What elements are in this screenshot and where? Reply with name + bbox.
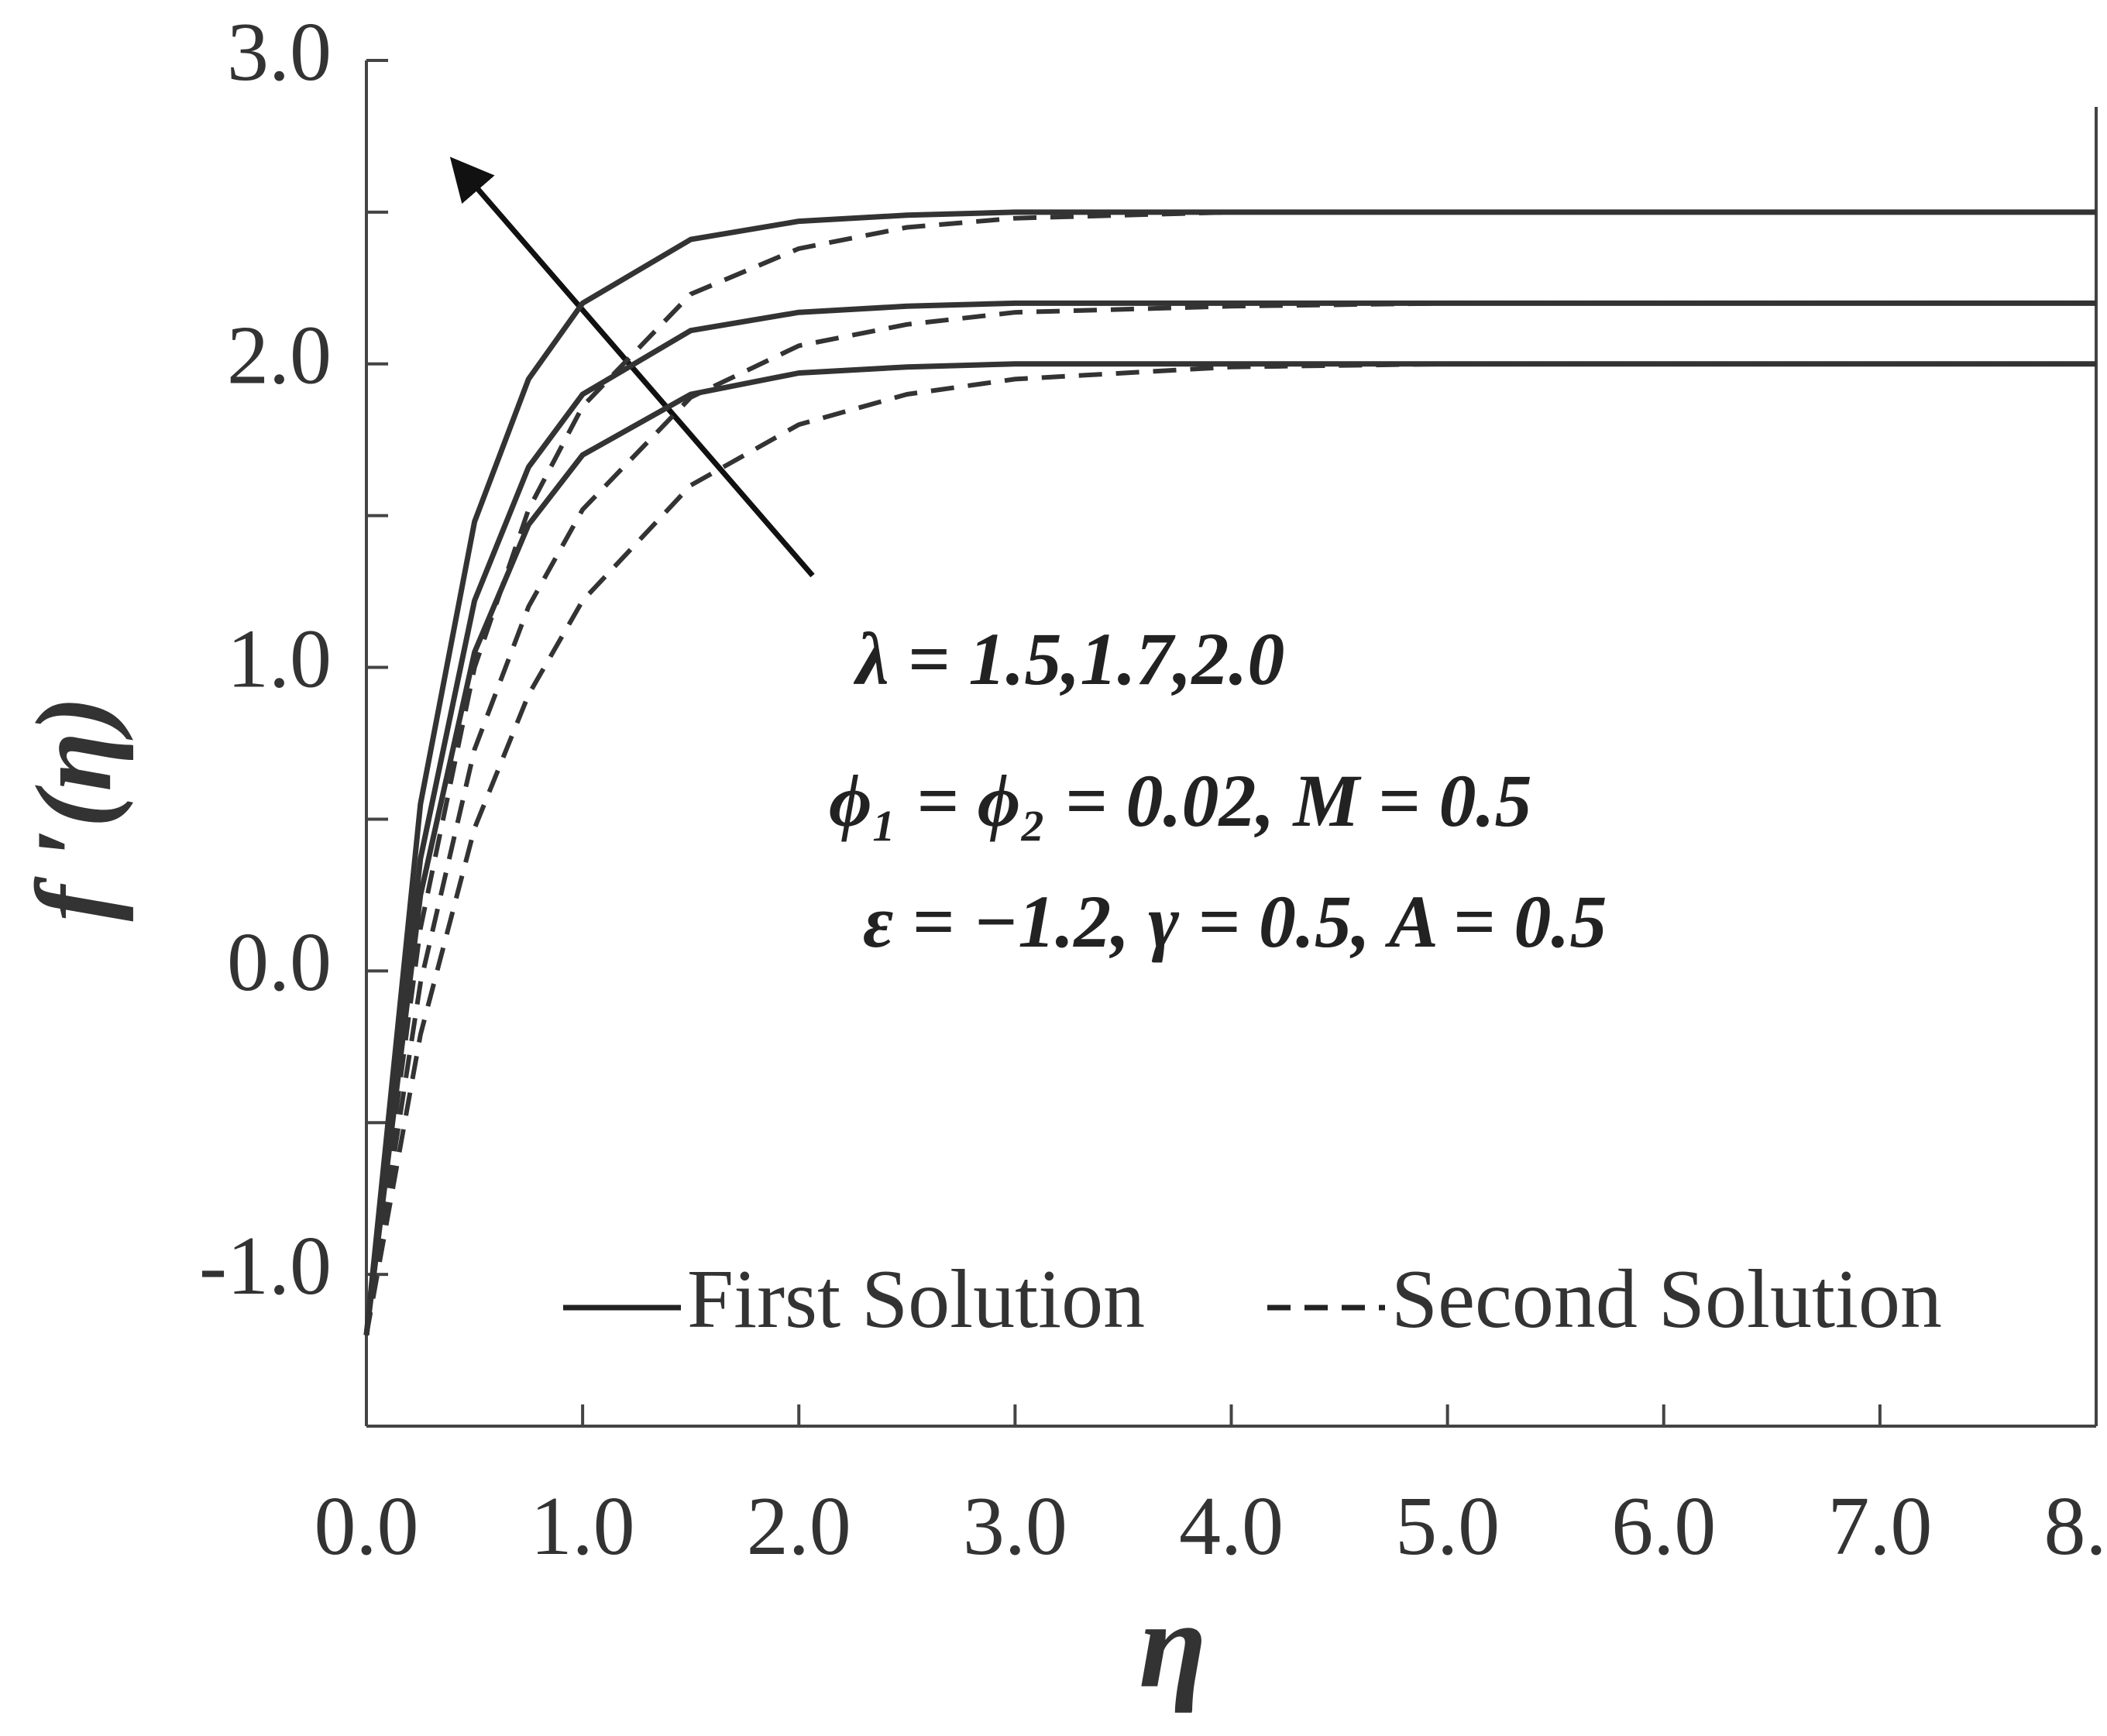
annotation: λ = 1.5,1.7,2.0 xyxy=(853,617,1284,700)
series-line xyxy=(364,209,2096,1336)
x-tick-label: 4.0 xyxy=(1179,1480,1284,1573)
x-tick-label: 1.0 xyxy=(531,1480,635,1573)
annotation: ε = −1.2, γ = 0.5, A = 0.5 xyxy=(863,880,1607,963)
y-tick-label: -1.0 xyxy=(199,1220,332,1312)
legend-label: First Solution xyxy=(687,1253,1145,1346)
x-tick-label: 6.0 xyxy=(1611,1480,1716,1573)
y-axis-label: f ′(η) xyxy=(14,696,134,921)
x-tick-label: 8.0 xyxy=(2044,1480,2107,1573)
x-tick-label: 5.0 xyxy=(1395,1480,1500,1573)
annotation: ϕ₁ = ϕ₂ = 0.02, M = 0.5 xyxy=(829,759,1532,842)
x-tick-label: 3.0 xyxy=(963,1480,1067,1573)
legend-label: Second Solution xyxy=(1391,1253,1942,1346)
y-tick-label: 2.0 xyxy=(227,310,332,402)
arrow xyxy=(449,156,815,578)
x-tick-label: 0.0 xyxy=(315,1480,419,1573)
x-tick-label: 2.0 xyxy=(747,1480,851,1573)
x-axis-label: η xyxy=(1139,1576,1207,1714)
series-line xyxy=(364,361,2096,1336)
series-line xyxy=(363,300,2096,1336)
series-line xyxy=(364,301,2096,1336)
series-line xyxy=(363,361,2096,1336)
y-tick-label: 3.0 xyxy=(227,6,332,98)
x-tick-label: 7.0 xyxy=(1827,1480,1932,1573)
y-tick-label: 1.0 xyxy=(227,613,332,705)
y-tick-label: 0.0 xyxy=(227,916,332,1009)
